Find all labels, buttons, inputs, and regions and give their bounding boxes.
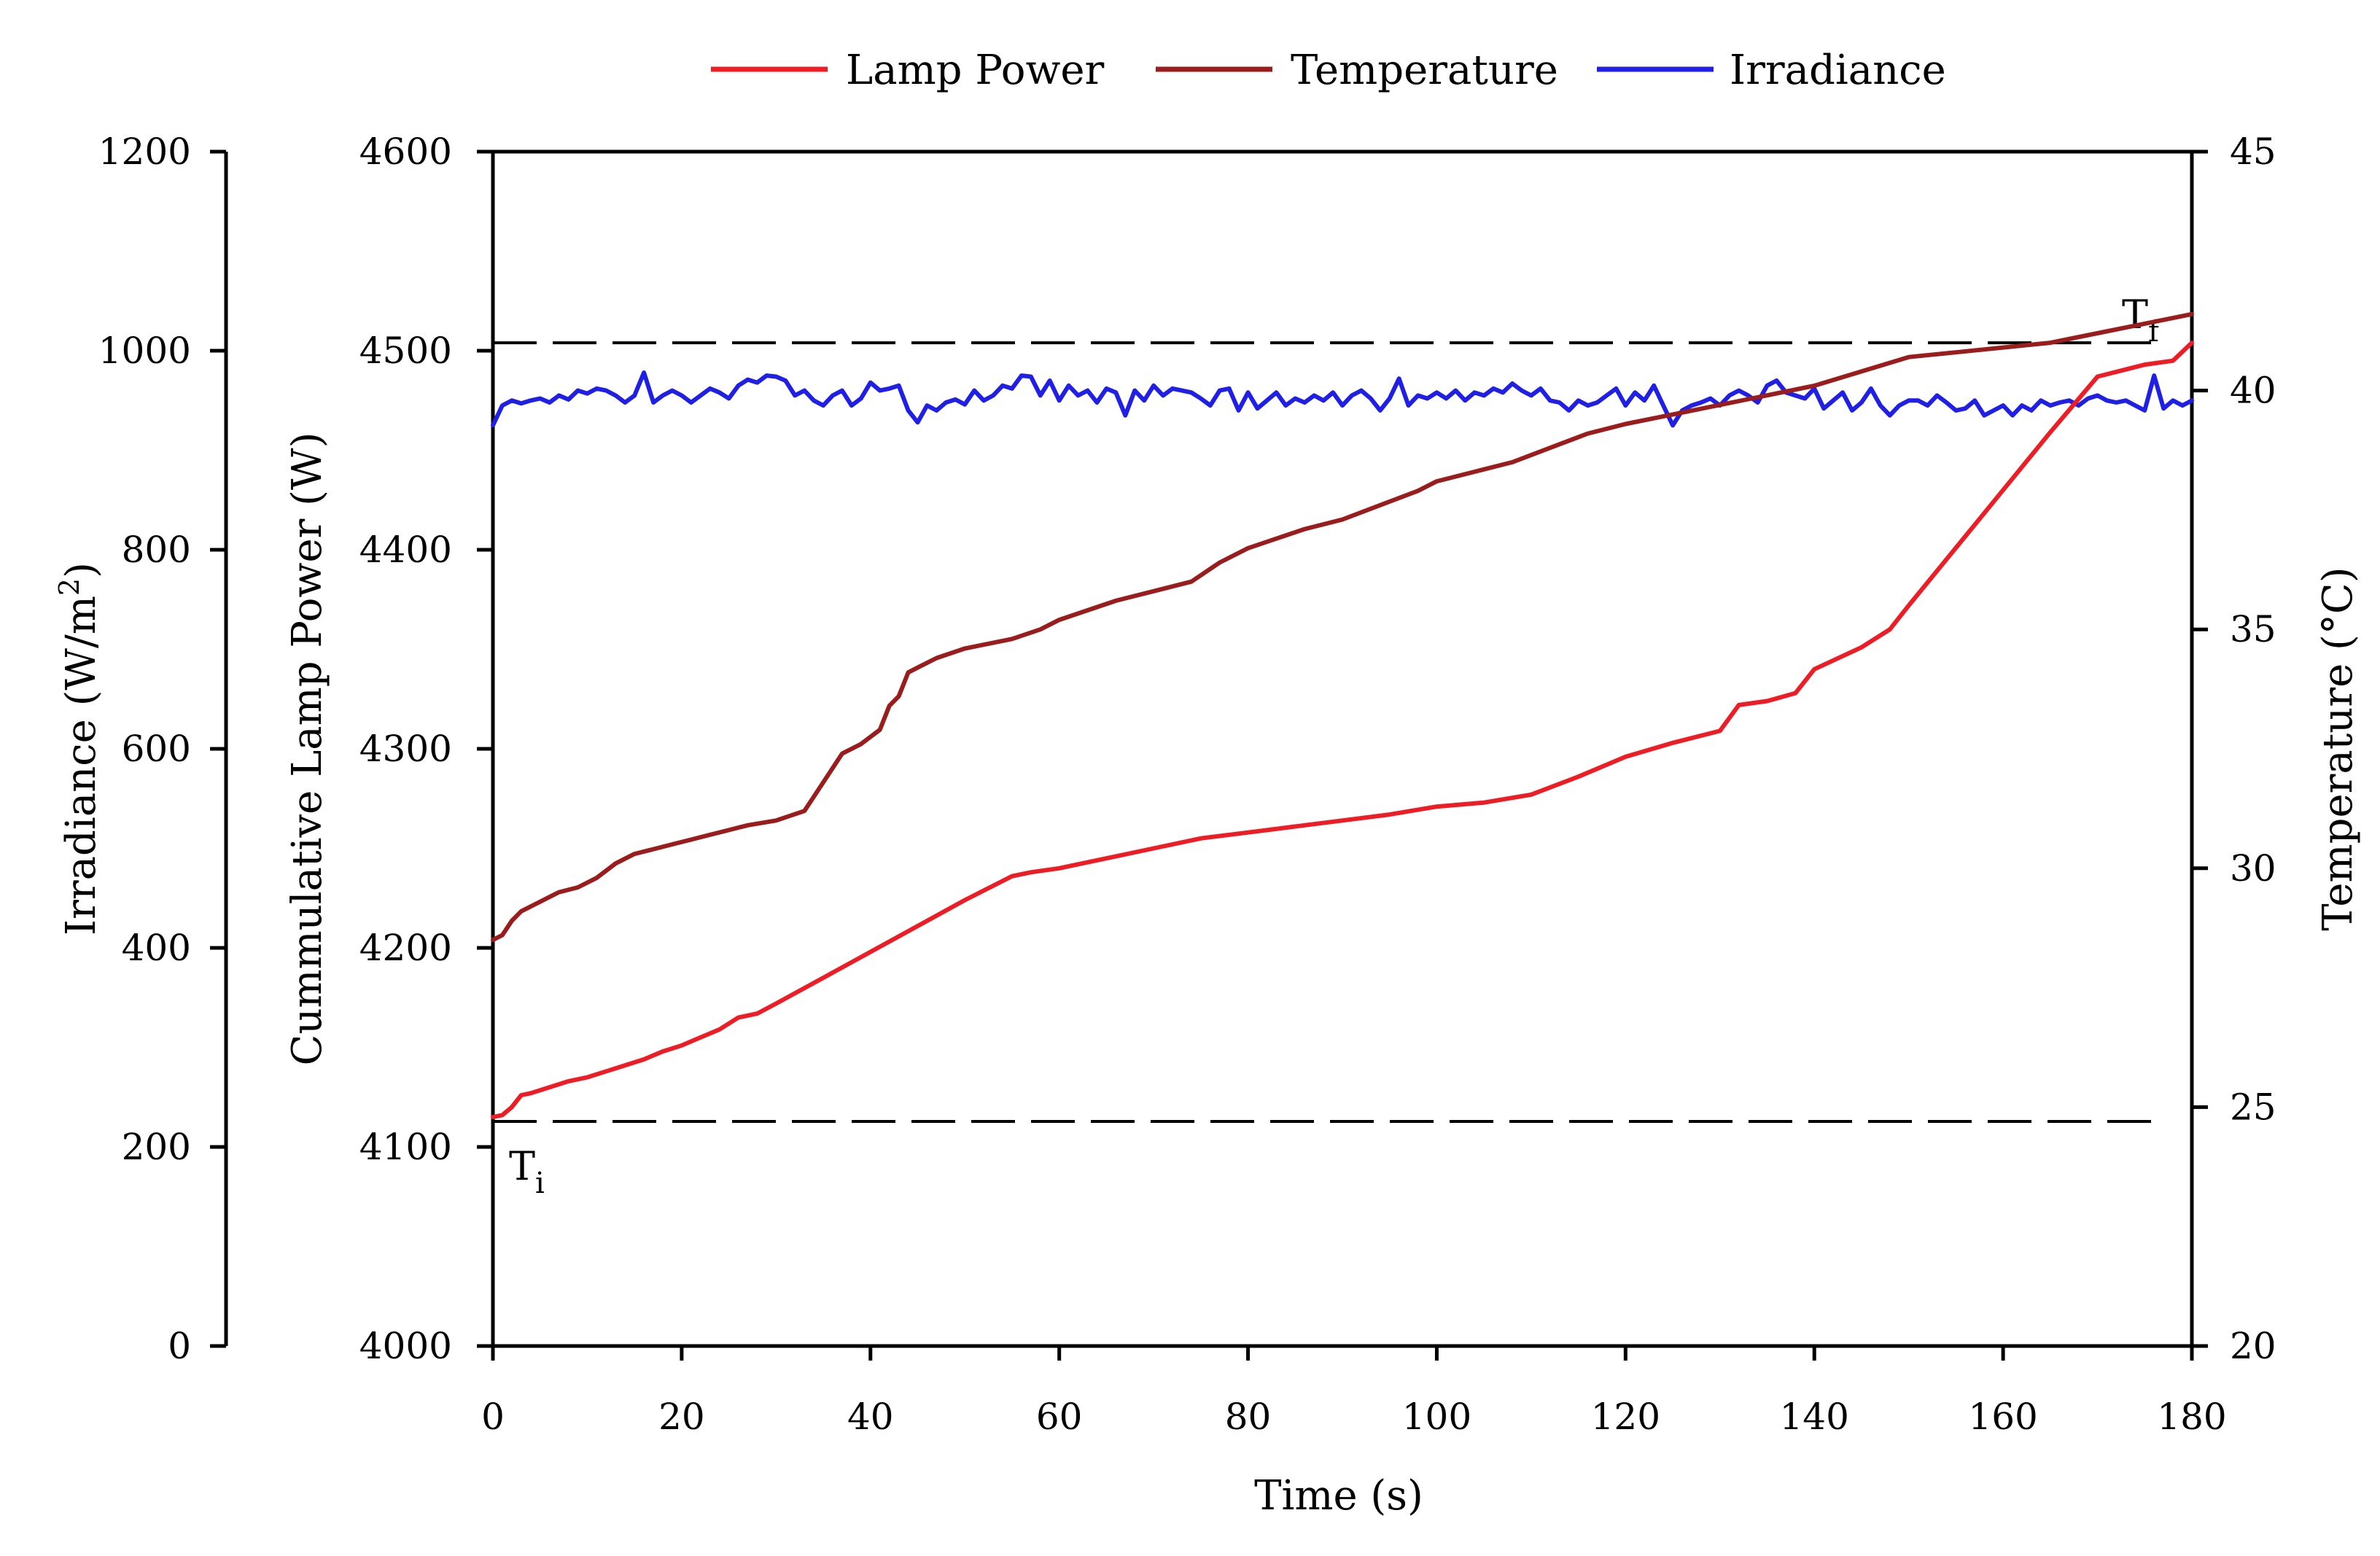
irradiance-tick-label: 1200	[98, 131, 191, 173]
irradiance-tick-label: 600	[122, 728, 191, 770]
irradiance-tick-label: 0	[168, 1325, 191, 1367]
x-axis-title: Time (s)	[1254, 1472, 1423, 1520]
reference-label-ti-sub: i	[535, 1167, 545, 1200]
temperature-axis-ticks: 20 25 30 35 40 45	[2192, 131, 2276, 1367]
irradiance-tick-label: 200	[122, 1126, 191, 1168]
legend-label-irradiance: Irradiance	[1730, 47, 1946, 94]
x-tick-label: 180	[2157, 1396, 2226, 1438]
power-tick-label: 4500	[359, 330, 452, 372]
power-tick-label: 4100	[359, 1126, 452, 1168]
irradiance-axis-title-sup: 2	[53, 578, 85, 596]
temperature-axis-title: Temperature (°C)	[2314, 567, 2362, 930]
power-tick-label: 4600	[359, 131, 452, 173]
x-axis-ticks: 0 20 40 60 80 100 120 140 160 180	[481, 1346, 2227, 1438]
x-tick-label: 60	[1036, 1396, 1083, 1438]
x-tick-label: 80	[1225, 1396, 1272, 1438]
x-tick-label: 40	[847, 1396, 894, 1438]
power-tick-label: 4300	[359, 728, 452, 770]
x-tick-label: 100	[1402, 1396, 1471, 1438]
series-line-lamp-power	[491, 341, 2194, 1119]
temperature-tick-label: 30	[2230, 847, 2276, 890]
x-tick-label: 140	[1780, 1396, 1849, 1438]
legend-label-temperature: Temperature	[1291, 47, 1558, 94]
x-tick-label: 0	[481, 1396, 505, 1438]
power-axis-ticks: 4000 4100 4200 4300 4400 4500 4600	[359, 131, 493, 1367]
temperature-tick-label: 25	[2230, 1086, 2276, 1128]
temperature-tick-label: 35	[2230, 608, 2276, 650]
irradiance-tick-label: 1000	[98, 330, 191, 372]
legend-label-lamp-power: Lamp Power	[846, 47, 1105, 94]
irradiance-axis-title-main: Irradiance (W/m	[58, 596, 105, 935]
power-axis-title: Cummulative Lamp Power (W)	[284, 432, 331, 1066]
irradiance-tick-label: 800	[122, 529, 191, 571]
irradiance-axis-title-end: )	[58, 562, 105, 578]
series-line-irradiance	[491, 370, 2194, 428]
x-tick-label: 160	[1968, 1396, 2037, 1438]
irradiance-tick-label: 400	[122, 927, 191, 969]
power-tick-label: 4000	[359, 1325, 452, 1367]
irradiance-axis-ticks: 0 200 400 600 800 1000 1200	[98, 131, 226, 1367]
reference-label-ti: Ti	[509, 1143, 545, 1200]
irradiance-axis-title: Irradiance (W/m2)	[53, 562, 105, 935]
reference-label-ti-base: T	[509, 1143, 535, 1189]
legend: Lamp Power Temperature Irradiance	[711, 47, 1946, 94]
reference-label-tf-base: T	[2122, 292, 2148, 338]
x-tick-label: 20	[658, 1396, 705, 1438]
temperature-tick-label: 45	[2230, 131, 2276, 173]
temperature-tick-label: 20	[2230, 1325, 2276, 1367]
power-tick-label: 4400	[359, 529, 452, 571]
power-tick-label: 4200	[359, 927, 452, 969]
series-line-temperature	[491, 311, 2194, 943]
temperature-tick-label: 40	[2230, 370, 2276, 412]
reference-lines: Tf Ti	[493, 292, 2162, 1200]
x-tick-label: 120	[1591, 1396, 1660, 1438]
